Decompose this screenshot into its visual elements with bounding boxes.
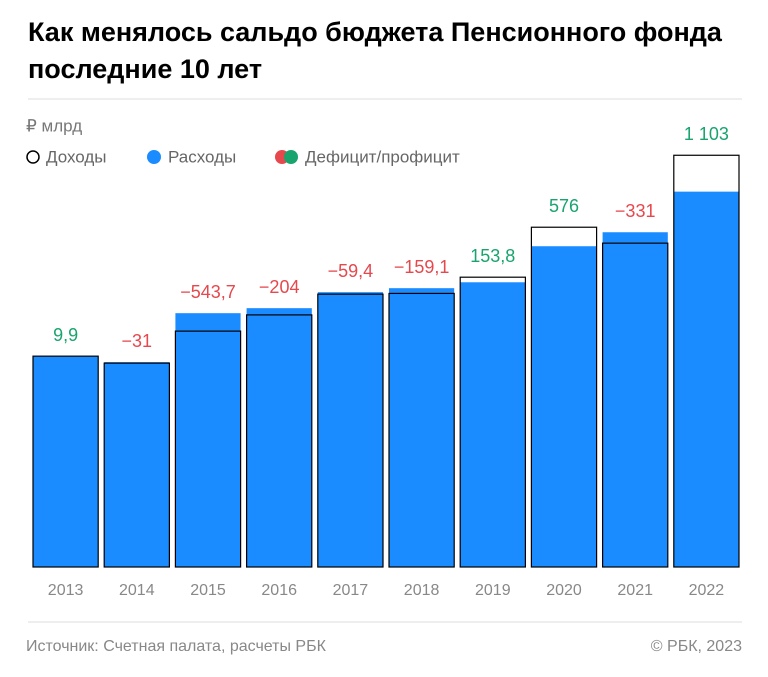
bar-outline bbox=[601, 242, 669, 568]
legend-marker bbox=[284, 150, 298, 164]
x-tick-label: 2017 bbox=[333, 582, 369, 599]
bar-outline bbox=[673, 154, 740, 568]
bar-outline bbox=[246, 314, 313, 568]
bar-outline bbox=[388, 292, 455, 568]
legend-label: Дефицит/профицит bbox=[305, 147, 460, 166]
x-tick-label: 2022 bbox=[689, 582, 725, 599]
bar bbox=[602, 232, 668, 567]
data-label: 1 103 bbox=[684, 124, 729, 144]
data-label: −543,7 bbox=[180, 282, 236, 302]
copyright: © РБК, 2023 bbox=[651, 638, 742, 655]
x-tick-label: 2021 bbox=[617, 582, 653, 599]
data-label: 576 bbox=[549, 196, 579, 216]
x-tick-label: 2019 bbox=[475, 582, 511, 599]
bar bbox=[246, 308, 312, 567]
subtitle: ₽ млрд bbox=[26, 116, 82, 135]
x-tick-label: 2015 bbox=[190, 582, 226, 599]
bar bbox=[104, 362, 170, 567]
bar bbox=[317, 292, 383, 567]
bar-outline bbox=[530, 226, 598, 568]
x-tick-label: 2020 bbox=[546, 582, 582, 599]
data-label: −159,1 bbox=[394, 257, 450, 277]
source: Источник: Счетная палата, расчеты РБК bbox=[26, 638, 327, 655]
bar-outline bbox=[459, 276, 527, 568]
bar bbox=[531, 246, 597, 567]
legend-label: Доходы bbox=[46, 147, 107, 166]
bar bbox=[673, 191, 739, 568]
x-tick-label: 2018 bbox=[404, 582, 440, 599]
chart-title: Как менялось сальдо бюджета Пенсионного … bbox=[28, 17, 722, 84]
bar bbox=[389, 288, 455, 567]
bar bbox=[460, 282, 526, 567]
data-label: −331 bbox=[615, 201, 656, 221]
bar-outline bbox=[32, 355, 99, 568]
data-label: 153,8 bbox=[470, 246, 515, 266]
legend-label: Расходы bbox=[168, 147, 236, 166]
legend-marker bbox=[26, 150, 40, 164]
bar-outline bbox=[103, 362, 170, 568]
bar-outline bbox=[174, 330, 242, 568]
bar bbox=[175, 313, 241, 567]
bar bbox=[33, 356, 99, 567]
data-label: 9,9 bbox=[53, 325, 78, 345]
data-label: −31 bbox=[122, 331, 153, 351]
data-label: −204 bbox=[259, 277, 300, 297]
x-tick-label: 2013 bbox=[48, 582, 84, 599]
legend-marker bbox=[147, 150, 161, 164]
bar-outline bbox=[317, 293, 384, 568]
data-label: −59,4 bbox=[328, 261, 374, 281]
x-tick-label: 2014 bbox=[119, 582, 155, 599]
x-tick-label: 2016 bbox=[261, 582, 297, 599]
